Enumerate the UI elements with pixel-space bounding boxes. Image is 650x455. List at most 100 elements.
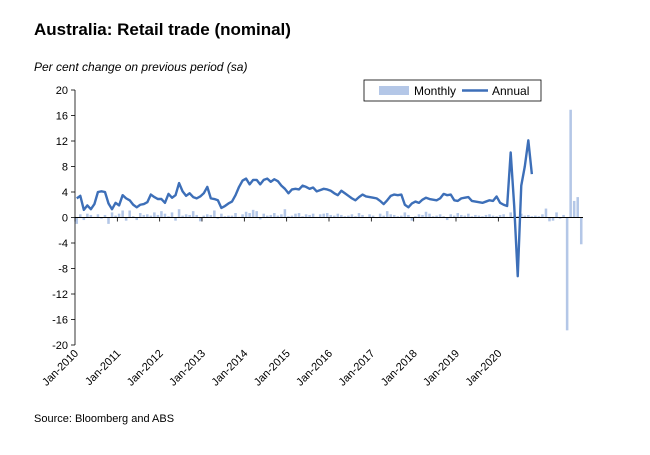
monthly-bar — [234, 213, 237, 218]
monthly-bar — [378, 213, 382, 218]
x-tick-label: Jan-2014 — [210, 348, 251, 389]
monthly-bar — [216, 217, 220, 219]
monthly-bar — [565, 217, 569, 331]
x-tick-label: Jan-2017 — [337, 348, 378, 389]
monthly-bar — [174, 217, 177, 221]
monthly-bar — [484, 214, 488, 218]
y-tick-label: -8 — [58, 264, 68, 276]
monthly-bar — [89, 214, 93, 218]
monthly-bar — [308, 214, 311, 218]
monthly-bar — [244, 211, 248, 218]
x-tick-label: Jan-2019 — [421, 348, 462, 389]
y-tick-label: 4 — [62, 187, 68, 199]
x-axis: Jan-2010 Jan-2011 Jan-2012 Jan-2013 Jan-2014… — [40, 217, 505, 389]
legend: Monthly Annual — [363, 79, 542, 102]
monthly-bar — [195, 214, 198, 218]
x-tick-label: Jan-2013 — [167, 348, 208, 389]
monthly-bar — [100, 217, 103, 219]
x-tick-label: Jan-2010 — [40, 348, 81, 389]
monthly-bar — [283, 209, 287, 218]
monthly-bar — [534, 215, 537, 218]
y-tick-label: 8 — [62, 162, 68, 174]
monthly-bar — [135, 217, 139, 221]
monthly-bar — [82, 217, 86, 221]
source-note: Source: Bloomberg and ABS — [34, 413, 175, 425]
monthly-bar — [301, 216, 304, 218]
monthly-bar — [368, 214, 371, 218]
monthly-bar — [167, 216, 170, 218]
monthly-bar — [251, 209, 255, 218]
monthly-bar — [541, 214, 544, 218]
monthly-bars — [75, 109, 583, 331]
monthly-bar — [177, 209, 181, 218]
monthly-bar — [421, 214, 424, 218]
monthly-bar — [481, 216, 484, 218]
monthly-bar — [470, 216, 474, 218]
monthly-bar — [241, 214, 244, 218]
monthly-bar — [124, 217, 128, 221]
monthly-bar — [227, 215, 230, 218]
legend-swatch-monthly — [379, 86, 409, 95]
monthly-bar — [103, 214, 107, 218]
monthly-bar — [537, 216, 541, 218]
y-tick-label: -20 — [52, 340, 68, 352]
monthly-bar — [290, 215, 294, 218]
monthly-bar — [544, 208, 548, 218]
monthly-bar — [297, 213, 301, 218]
monthly-bar — [213, 210, 216, 218]
monthly-bar — [329, 214, 333, 218]
monthly-bar — [79, 214, 82, 218]
monthly-bar — [287, 216, 290, 218]
monthly-bar — [396, 216, 400, 218]
monthly-bar — [160, 211, 163, 218]
monthly-bar — [456, 213, 460, 218]
chart-title: Australia: Retail trade (nominal) — [34, 20, 291, 39]
monthly-bar — [347, 215, 350, 218]
monthly-bar — [400, 215, 403, 218]
monthly-bar — [498, 214, 502, 218]
monthly-bar — [230, 215, 234, 218]
legend-box — [363, 79, 542, 102]
monthly-bar — [96, 214, 100, 218]
monthly-bar — [343, 216, 347, 218]
monthly-bar — [311, 213, 315, 218]
x-tick-label: Jan-2012 — [125, 348, 166, 389]
monthly-bar — [265, 215, 269, 218]
monthly-bar — [153, 212, 156, 218]
monthly-bar — [452, 215, 456, 218]
monthly-bar — [86, 213, 89, 218]
monthly-bar — [128, 210, 131, 218]
x-tick-label: Jan-2015 — [252, 348, 293, 389]
monthly-bar — [325, 213, 329, 218]
monthly-bar — [184, 214, 188, 218]
x-tick-label: Jan-2020 — [464, 348, 505, 389]
monthly-bar — [572, 200, 576, 218]
monthly-bar — [562, 214, 565, 218]
monthly-bar — [220, 213, 223, 218]
monthly-bar — [276, 215, 280, 218]
monthly-bar — [527, 214, 530, 218]
legend-label-annual: Annual — [492, 84, 529, 98]
chart-subtitle: Per cent change on previous period (sa) — [34, 60, 248, 74]
monthly-bar — [428, 213, 431, 218]
monthly-bar — [333, 215, 336, 218]
x-tick-label: Jan-2018 — [379, 348, 420, 389]
monthly-bar — [110, 212, 114, 218]
monthly-bar — [181, 215, 184, 218]
monthly-bar — [382, 215, 385, 218]
monthly-bar — [410, 217, 414, 221]
annual-line — [76, 139, 534, 278]
monthly-bar — [142, 214, 146, 218]
y-axis: -20 -16 -12 -8 -4 0 4 8 12 16 20 — [52, 85, 75, 352]
monthly-bar — [579, 217, 583, 245]
monthly-bar — [248, 213, 251, 218]
y-tick-label: -12 — [52, 289, 68, 301]
monthly-bar — [442, 216, 445, 218]
monthly-bar — [304, 214, 308, 218]
monthly-bar — [417, 214, 421, 218]
monthly-bar — [350, 214, 354, 218]
monthly-bar — [474, 214, 477, 218]
monthly-bar — [269, 214, 273, 218]
monthly-bar — [361, 214, 364, 218]
